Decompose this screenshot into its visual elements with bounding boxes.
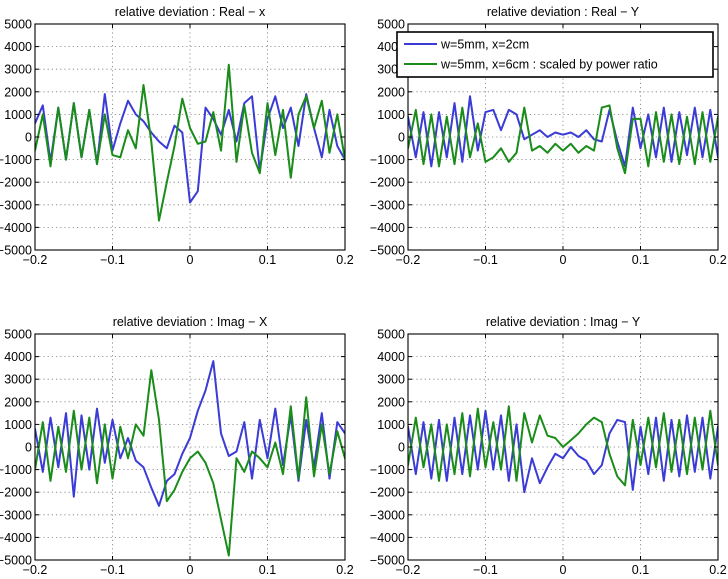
x-tick-label: 0	[560, 253, 567, 267]
x-tick-label: −0.1	[473, 563, 498, 577]
y-tick-label: −3000	[370, 508, 405, 522]
y-tick-label: −3000	[0, 508, 32, 522]
chart-title: relative deviation : Real − x	[115, 5, 266, 19]
y-tick-label: −1000	[0, 463, 32, 477]
chart-title: relative deviation : Real − Y	[487, 5, 640, 19]
series-line-1	[35, 360, 345, 507]
y-tick-label: 5000	[4, 328, 32, 342]
y-tick-label: 2000	[4, 395, 32, 409]
y-tick-label: 3000	[4, 373, 32, 387]
series-group	[35, 360, 345, 557]
y-tick-label: 5000	[377, 328, 405, 342]
x-tick-label: 0	[187, 253, 194, 267]
chart-panel-2: −0.2 −0.1 0 0.1 0.2500040003000200010000−100…	[370, 5, 727, 267]
y-tick-label: −4000	[370, 531, 405, 545]
y-tick-label: −2000	[0, 176, 32, 190]
y-tick-label: 0	[398, 441, 405, 455]
y-tick-label: 4000	[377, 350, 405, 364]
x-tick-label: −0.2	[396, 563, 421, 577]
y-tick-label: 0	[25, 441, 32, 455]
x-tick-label: −0.2	[23, 253, 48, 267]
tick-marks	[407, 333, 719, 561]
y-tick-label: −1000	[370, 463, 405, 477]
chart-panel-4: −0.2 −0.1 0 0.1 0.2 5000 4000 3000 2000 1000 0 −100…	[370, 315, 727, 577]
y-tick-label: 3000	[377, 373, 405, 387]
y-tick-label: 2000	[377, 85, 405, 99]
y-tick-label: −1000	[0, 153, 32, 167]
y-tick-label: 0	[398, 131, 405, 145]
y-tick-label: 1000	[4, 108, 32, 122]
x-tick-label: 0.2	[336, 563, 353, 577]
y-tick-label: −5000	[0, 554, 32, 568]
x-tick-label: 0.2	[709, 563, 726, 577]
x-tick-label: 0	[187, 563, 194, 577]
y-tick-label: −1000	[370, 153, 405, 167]
chart-title: relative deviation : Imag − X	[113, 315, 268, 329]
tick-marks	[407, 23, 719, 251]
chart-title: relative deviation : Imag − Y	[486, 315, 641, 329]
grid-lines	[35, 334, 345, 560]
series-line-1	[408, 409, 718, 494]
y-tick-label: 4000	[4, 40, 32, 54]
y-tick-label: −2000	[0, 486, 32, 500]
x-tick-label: −0.2	[396, 253, 421, 267]
x-tick-label: 0.2	[336, 253, 353, 267]
legend-label-2: w=5mm, x=6cm : scaled by power ratio	[440, 58, 658, 72]
y-tick-label: 2000	[4, 85, 32, 99]
y-tick-label: −5000	[370, 554, 405, 568]
x-tick-label: 0.1	[632, 563, 649, 577]
legend: w=5mm, x=2cm w=5mm, x=6cm : scaled by pow…	[396, 31, 714, 78]
x-tick-label: 0.1	[259, 253, 276, 267]
series-group	[408, 405, 718, 494]
y-tick-label: 5000	[4, 18, 32, 32]
series-line-2	[35, 63, 345, 222]
y-tick-label: −5000	[370, 244, 405, 258]
y-tick-label: −4000	[0, 531, 32, 545]
y-tick-label: −2000	[370, 176, 405, 190]
series-line-1	[35, 93, 345, 204]
x-tick-label: 0.2	[709, 253, 726, 267]
x-tick-label: −0.1	[100, 253, 125, 267]
x-tick-label: 0	[560, 563, 567, 577]
y-tick-label: −2000	[370, 486, 405, 500]
y-tick-label: −4000	[370, 221, 405, 235]
y-tick-label: −5000	[0, 244, 32, 258]
grid-lines	[35, 24, 345, 250]
chart-panel-3: −0.2 −0.1 0 0.1 0.2 5000 4000 3000 2000 1000 0 −100…	[0, 315, 354, 577]
series-group	[408, 95, 718, 175]
x-tick-label: −0.1	[473, 253, 498, 267]
y-tick-label: 1000	[4, 418, 32, 432]
series-line-2	[35, 369, 345, 557]
y-tick-label: 1000	[377, 418, 405, 432]
series-line-2	[408, 405, 718, 487]
series-line-2	[408, 104, 718, 175]
y-tick-label: 5000	[377, 18, 405, 32]
y-tick-label: −3000	[0, 198, 32, 212]
y-tick-label: 0	[25, 131, 32, 145]
tick-marks	[34, 333, 346, 561]
legend-box	[396, 31, 714, 78]
y-tick-label: −3000	[370, 198, 405, 212]
y-tick-label: 4000	[4, 350, 32, 364]
x-tick-label: 0.1	[259, 563, 276, 577]
y-tick-label: −4000	[0, 221, 32, 235]
x-tick-label: −0.1	[100, 563, 125, 577]
y-tick-label: 3000	[4, 63, 32, 77]
series-group	[35, 63, 345, 222]
tick-marks	[34, 23, 346, 251]
x-tick-label: −0.2	[23, 563, 48, 577]
series-line-1	[408, 95, 718, 168]
x-tick-label: 0.1	[632, 253, 649, 267]
legend-label-1: w=5mm, x=2cm	[440, 38, 529, 52]
y-tick-label: 1000	[377, 108, 405, 122]
chart-panel-1: −0.2 −0.1 0 0.1 0.2 5000 4000 3000 2000 1000 0 −100…	[0, 5, 354, 267]
y-tick-label: 2000	[377, 395, 405, 409]
